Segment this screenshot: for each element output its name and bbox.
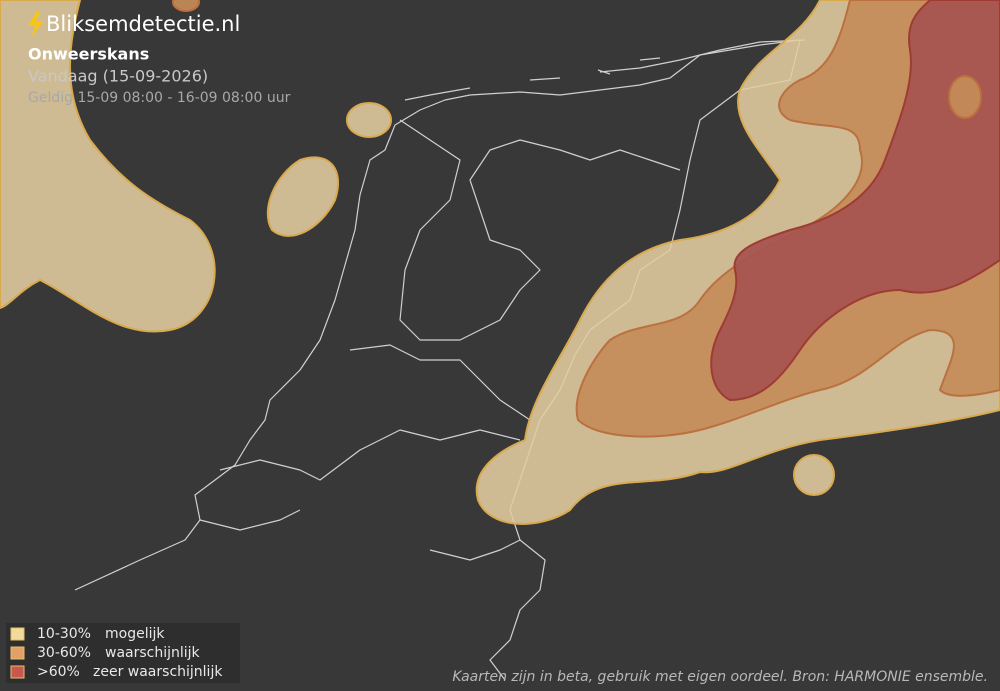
area-high <box>710 0 1000 402</box>
area-low <box>346 102 392 138</box>
footer-note: Kaarten zijn in beta, gebruik met eigen … <box>452 669 988 685</box>
area-medium <box>948 75 982 119</box>
area-low <box>793 454 835 496</box>
title: Onweerskans <box>28 45 149 64</box>
legend-swatch <box>10 627 25 641</box>
area-low <box>0 0 216 333</box>
header: Bliksemdetectie.nl Onweerskans Vandaag (… <box>28 12 291 106</box>
legend-range: >60% <box>37 664 80 680</box>
legend-label: mogelijk <box>105 626 165 642</box>
legend: 10-30% mogelijk 30-60% waarschijnlijk >60% ze… <box>6 623 240 683</box>
logo-icon <box>28 12 43 38</box>
legend-swatch <box>10 665 25 679</box>
area-medium <box>575 0 1000 438</box>
area-medium <box>172 0 200 12</box>
legend-label: waarschijnlijk <box>105 645 201 661</box>
legend-range: 30-60% <box>37 645 91 661</box>
validity: Geldig 15-09 08:00 - 16-09 08:00 uur <box>28 90 291 106</box>
legend-box <box>6 623 240 683</box>
area-low <box>266 156 340 237</box>
legend-range: 10-30% <box>37 626 91 642</box>
probability-areas <box>0 0 1000 525</box>
logo-text: Bliksemdetectie.nl <box>46 12 240 36</box>
date: Vandaag (15-09-2026) <box>28 67 208 86</box>
legend-label: zeer waarschijnlijk <box>93 664 223 680</box>
legend-swatch <box>10 646 25 660</box>
